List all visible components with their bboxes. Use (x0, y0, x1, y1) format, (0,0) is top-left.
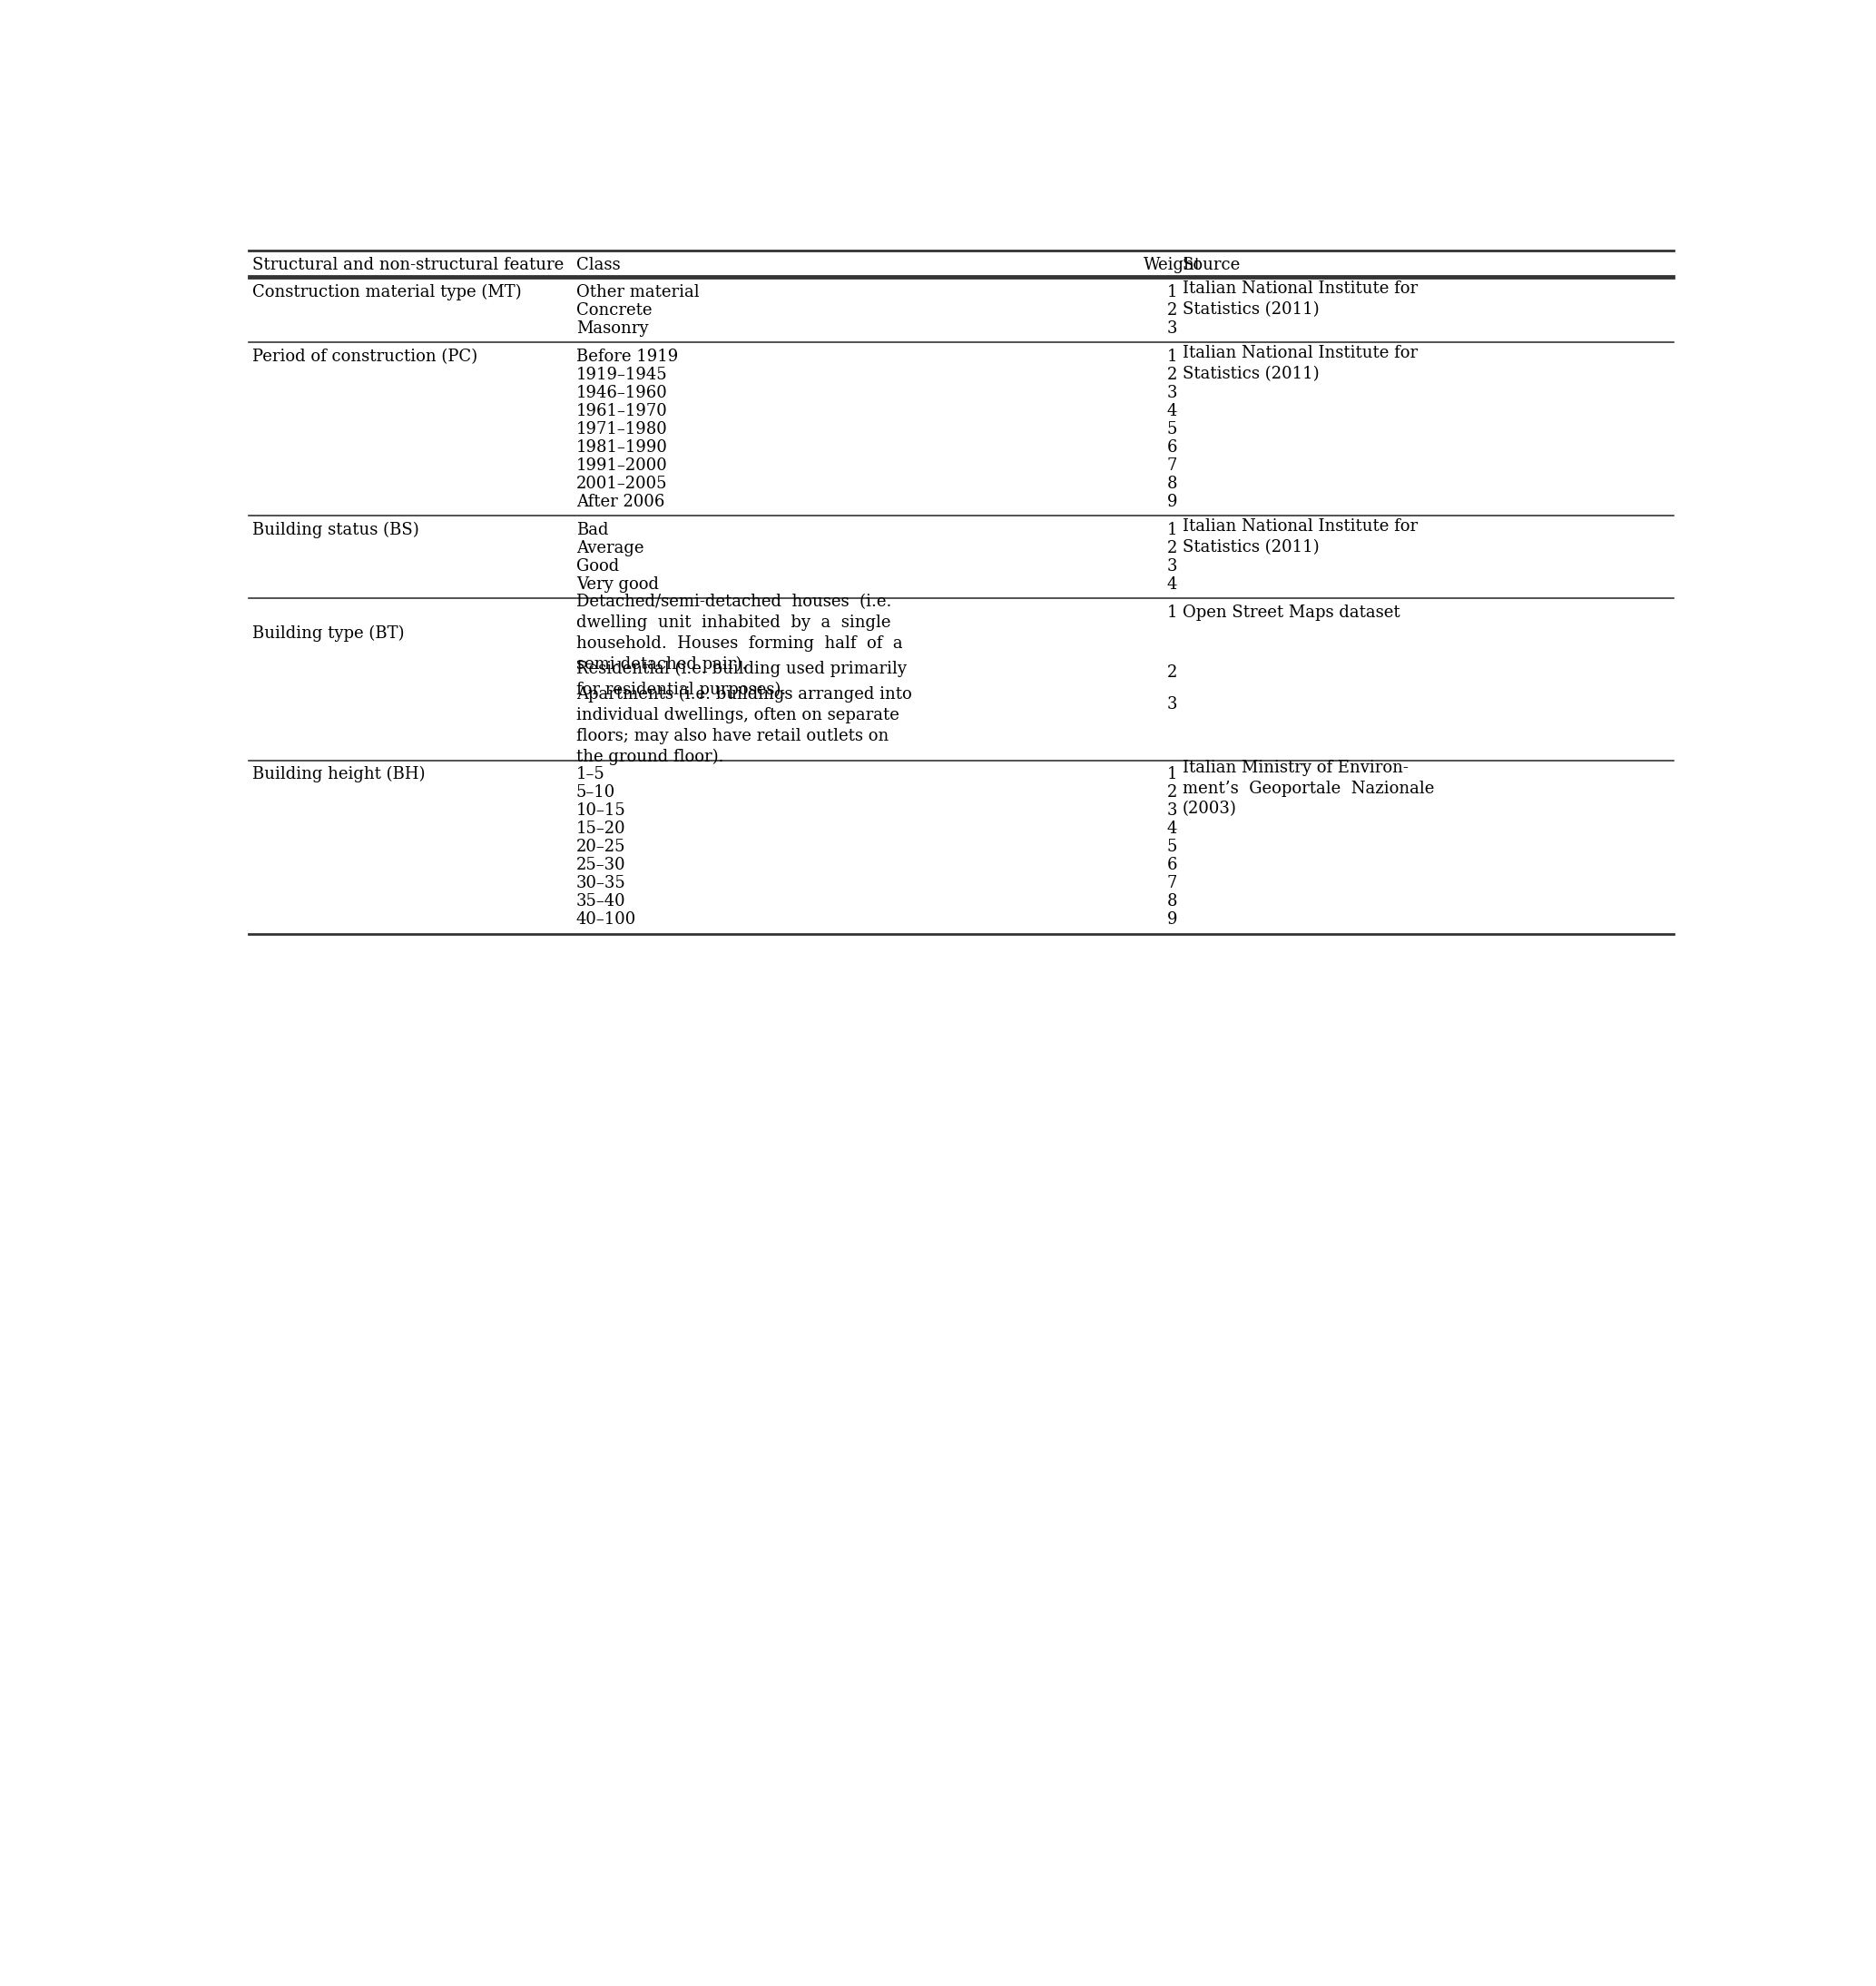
Text: 1991–2000: 1991–2000 (576, 457, 668, 473)
Text: Bad: Bad (576, 522, 608, 538)
Text: 5–10: 5–10 (576, 784, 615, 800)
Text: 5: 5 (1167, 838, 1178, 856)
Text: 1919–1945: 1919–1945 (576, 367, 668, 383)
Text: 4: 4 (1167, 403, 1178, 419)
Text: Concrete: Concrete (576, 302, 653, 318)
Text: 1: 1 (1167, 604, 1178, 620)
Text: 15–20: 15–20 (576, 820, 627, 836)
Text: Very good: Very good (576, 576, 658, 592)
Text: 1: 1 (1167, 284, 1178, 300)
Text: 2: 2 (1167, 367, 1178, 383)
Text: Building status (BS): Building status (BS) (251, 522, 418, 538)
Text: 9: 9 (1167, 912, 1178, 927)
Text: 1–5: 1–5 (576, 767, 604, 782)
Text: 2: 2 (1167, 663, 1178, 681)
Text: 4: 4 (1167, 576, 1178, 592)
Text: 6: 6 (1167, 439, 1178, 455)
Text: Italian National Institute for
Statistics (2011): Italian National Institute for Statistic… (1182, 346, 1418, 381)
Text: 1: 1 (1167, 522, 1178, 538)
Text: 2: 2 (1167, 302, 1178, 318)
Text: 6: 6 (1167, 858, 1178, 874)
Text: 3: 3 (1167, 385, 1178, 401)
Text: Average: Average (576, 540, 643, 556)
Text: Construction material type (MT): Construction material type (MT) (251, 284, 522, 300)
Text: 2001–2005: 2001–2005 (576, 475, 668, 493)
Text: Residential (i.e. building used primarily
for residential purposes).: Residential (i.e. building used primaril… (576, 661, 906, 699)
Text: Class: Class (576, 256, 621, 272)
Text: 2: 2 (1167, 784, 1178, 800)
Text: 3: 3 (1167, 320, 1178, 338)
Text: Building height (BH): Building height (BH) (251, 767, 424, 782)
Text: 4: 4 (1167, 820, 1178, 836)
Text: After 2006: After 2006 (576, 495, 664, 510)
Text: Weight: Weight (1142, 256, 1201, 272)
Text: Period of construction (PC): Period of construction (PC) (251, 348, 477, 365)
Text: 1: 1 (1167, 767, 1178, 782)
Text: Before 1919: Before 1919 (576, 348, 677, 365)
Text: 5: 5 (1167, 421, 1178, 437)
Text: Italian National Institute for
Statistics (2011): Italian National Institute for Statistic… (1182, 518, 1418, 556)
Text: 1961–1970: 1961–1970 (576, 403, 668, 419)
Text: 10–15: 10–15 (576, 802, 627, 818)
Text: 35–40: 35–40 (576, 894, 627, 910)
Text: 8: 8 (1167, 475, 1178, 493)
Text: 30–35: 30–35 (576, 876, 627, 892)
Text: 1946–1960: 1946–1960 (576, 385, 668, 401)
Text: Good: Good (576, 558, 619, 574)
Text: Source: Source (1182, 256, 1240, 272)
Text: 3: 3 (1167, 558, 1178, 574)
Text: 2: 2 (1167, 540, 1178, 556)
Text: 3: 3 (1167, 802, 1178, 818)
Text: 3: 3 (1167, 697, 1178, 713)
Text: 1971–1980: 1971–1980 (576, 421, 668, 437)
Text: 8: 8 (1167, 894, 1178, 910)
Text: Masonry: Masonry (576, 320, 649, 338)
Text: Italian Ministry of Environ-
ment’s  Geoportale  Nazionale
(2003): Italian Ministry of Environ- ment’s Geop… (1182, 759, 1433, 818)
Text: 25–30: 25–30 (576, 858, 627, 874)
Text: Building type (BT): Building type (BT) (251, 626, 403, 641)
Text: Detached/semi-detached  houses  (i.e.
dwelling  unit  inhabited  by  a  single
h: Detached/semi-detached houses (i.e. dwel… (576, 594, 902, 673)
Text: Italian National Institute for
Statistics (2011): Italian National Institute for Statistic… (1182, 280, 1418, 318)
Text: 9: 9 (1167, 495, 1178, 510)
Text: 20–25: 20–25 (576, 838, 625, 856)
Text: 7: 7 (1167, 876, 1178, 892)
Text: 1981–1990: 1981–1990 (576, 439, 668, 455)
Text: Open Street Maps dataset: Open Street Maps dataset (1182, 604, 1399, 620)
Text: Other material: Other material (576, 284, 700, 300)
Text: 40–100: 40–100 (576, 912, 636, 927)
Text: 1: 1 (1167, 348, 1178, 365)
Text: Apartments (i.e. buildings arranged into
individual dwellings, often on separate: Apartments (i.e. buildings arranged into… (576, 685, 912, 765)
Text: 7: 7 (1167, 457, 1178, 473)
Text: Structural and non-structural feature: Structural and non-structural feature (251, 256, 563, 272)
